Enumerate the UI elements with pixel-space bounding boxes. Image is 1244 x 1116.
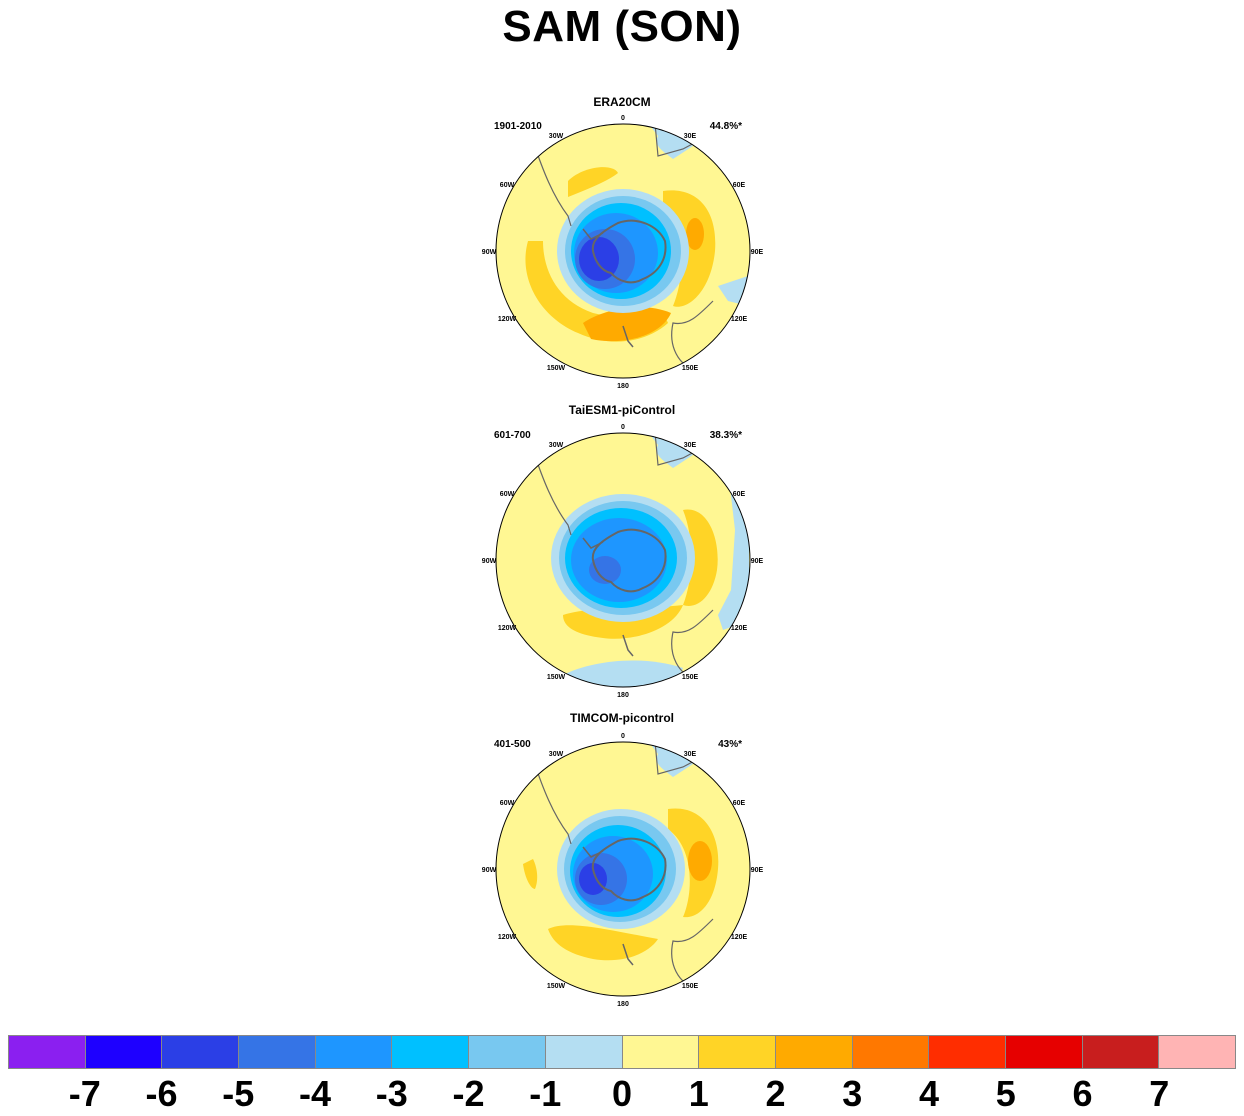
colorbar-swatch xyxy=(545,1036,623,1068)
colorbar-tick-label: -4 xyxy=(298,1073,332,1114)
longitude-label: 120E xyxy=(731,934,748,941)
panel-variance: 38.3%* xyxy=(709,430,742,441)
colorbar-tick-label: 3 xyxy=(842,1073,863,1114)
colorbar-swatch xyxy=(775,1036,853,1068)
longitude-label: 60W xyxy=(500,491,515,498)
colorbar-swatch xyxy=(85,1036,163,1068)
colorbar-swatch xyxy=(1082,1036,1160,1068)
longitude-label: 0 xyxy=(621,115,625,122)
longitude-label: 120W xyxy=(498,625,517,632)
longitude-label: 150E xyxy=(682,674,699,681)
colorbar-tick-label: 2 xyxy=(765,1073,786,1114)
longitude-label: 30E xyxy=(684,133,697,140)
colorbar-tick-label: 6 xyxy=(1072,1073,1093,1114)
colorbar-tick-label: 1 xyxy=(688,1073,709,1114)
colorbar-tick-label: -3 xyxy=(375,1073,408,1114)
panel-period: 601-700 xyxy=(494,430,531,441)
longitude-label: 90E xyxy=(751,249,764,256)
longitude-label: 120W xyxy=(498,316,517,323)
colorbar-swatch xyxy=(469,1036,546,1068)
panel-period: 401-500 xyxy=(494,739,531,750)
colorbar-tick-label: -5 xyxy=(222,1073,255,1114)
colorbar-swatch xyxy=(852,1036,930,1068)
colorbar-tick-label: -7 xyxy=(68,1073,101,1114)
colorbar-tick-label: 0 xyxy=(611,1073,633,1114)
colorbar-swatch xyxy=(162,1036,240,1068)
figure-title: SAM (SON) xyxy=(502,2,742,51)
longitude-label: 60W xyxy=(500,800,515,807)
colorbar-swatch xyxy=(9,1036,86,1068)
colorbar-swatch xyxy=(315,1036,393,1068)
longitude-label: 30W xyxy=(549,442,564,449)
colorbar-tick-label: -2 xyxy=(452,1073,485,1114)
longitude-label: 180 xyxy=(617,383,629,390)
longitude-label: 60E xyxy=(733,800,746,807)
longitude-label: 60W xyxy=(500,182,515,189)
longitude-label: 90E xyxy=(751,867,764,874)
colorbar-swatch xyxy=(1159,1036,1235,1068)
colorbar-tick-label: 5 xyxy=(995,1073,1016,1114)
colorbar-swatch xyxy=(239,1036,316,1068)
longitude-label: 30W xyxy=(549,751,564,758)
colorbar-swatch xyxy=(699,1036,776,1068)
panel-title: TaiESM1-piControl xyxy=(568,403,676,417)
longitude-label: 180 xyxy=(617,692,629,699)
panel-variance: 44.8%* xyxy=(709,121,742,132)
longitude-label: 60E xyxy=(733,182,746,189)
longitude-label: 90W xyxy=(482,249,497,256)
longitude-label: 150W xyxy=(547,983,566,990)
longitude-label: 90E xyxy=(751,558,764,565)
longitude-label: 120E xyxy=(731,316,748,323)
colorbar xyxy=(8,1035,1236,1069)
longitude-label: 150E xyxy=(682,365,699,372)
polar-map: 0 30E 60E 90E 120E 150E 180 150W 120W 90W 60W 30W xyxy=(482,733,764,1008)
colorbar-tick-label: 4 xyxy=(918,1073,940,1114)
panel-title: ERA20CM xyxy=(593,95,651,109)
longitude-label: 0 xyxy=(621,424,625,431)
panel-variance: 43%* xyxy=(718,739,742,750)
colorbar-tick-label: -1 xyxy=(529,1073,562,1114)
colorbar-swatch xyxy=(1005,1036,1083,1068)
panel-title: TIMCOM-picontrol xyxy=(570,711,674,725)
polar-map: 0 30E 60E 90E 120E 150E 180 150W 120W 90W 60W 30W xyxy=(482,115,764,390)
longitude-label: 90W xyxy=(482,867,497,874)
colorbar-tick-label: 7 xyxy=(1149,1073,1170,1114)
colorbar-swatch xyxy=(622,1036,700,1068)
colorbar-swatch xyxy=(929,1036,1006,1068)
colorbar-swatch xyxy=(392,1036,470,1068)
longitude-label: 90W xyxy=(482,558,497,565)
longitude-label: 150W xyxy=(547,365,566,372)
longitude-label: 150W xyxy=(547,674,566,681)
longitude-label: 60E xyxy=(733,491,746,498)
longitude-label: 30E xyxy=(684,751,697,758)
longitude-label: 120E xyxy=(731,625,748,632)
longitude-label: 180 xyxy=(617,1001,629,1008)
polar-map: 0 30E 60E 90E 120E 150E 180 150W 120W 90W 60W 30W xyxy=(482,424,764,699)
panel-period: 1901-2010 xyxy=(494,121,542,132)
longitude-label: 0 xyxy=(621,733,625,740)
longitude-label: 120W xyxy=(498,934,517,941)
longitude-label: 30E xyxy=(684,442,697,449)
colorbar-tick-label: -6 xyxy=(145,1073,178,1114)
longitude-label: 30W xyxy=(549,133,564,140)
longitude-label: 150E xyxy=(682,983,699,990)
